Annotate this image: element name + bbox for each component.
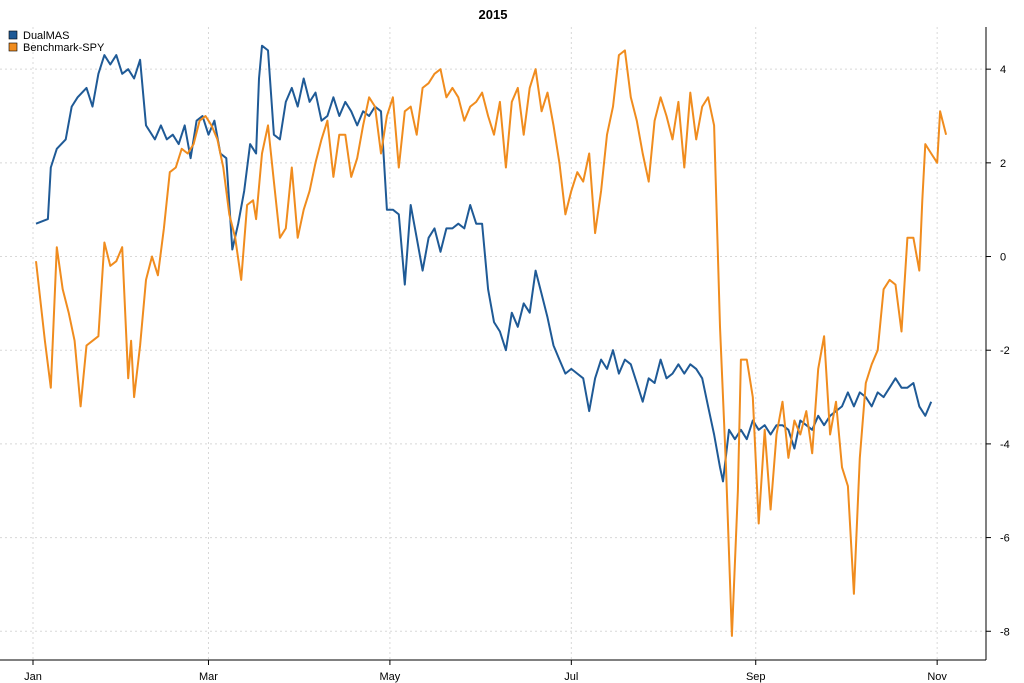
series-line-dualmas <box>35 44 933 483</box>
x-tick-label: May <box>380 671 401 683</box>
axes <box>0 27 987 661</box>
series-lines <box>35 44 948 637</box>
x-tick-label: Sep <box>746 671 766 683</box>
legend-label-benchmark-spy: Benchmark-SPY <box>23 42 105 54</box>
y-tick-label: 4 <box>1000 64 1006 76</box>
x-tick-label: Mar <box>199 671 218 683</box>
x-tick-label: Jul <box>564 671 578 683</box>
legend-label-dualmas: DualMAS <box>23 30 69 42</box>
series-line-benchmark-spy <box>35 49 948 637</box>
x-tick-label: Jan <box>24 671 42 683</box>
legend-swatch-dualmas <box>8 30 18 40</box>
gridlines <box>0 27 986 660</box>
y-tick-label: 0 <box>1000 252 1006 264</box>
chart-title: 2015 <box>479 7 508 22</box>
y-axis-ticks: 4 2 0 -2 -4 -6 -8 <box>986 64 1010 638</box>
x-axis-ticks: Jan Mar May Jul Sep Nov <box>24 660 947 683</box>
y-tick-label: -2 <box>1000 345 1010 357</box>
legend-swatch-benchmark-spy <box>8 42 18 52</box>
y-tick-label: -6 <box>1000 533 1010 545</box>
x-tick-label: Nov <box>927 671 947 683</box>
y-tick-label: -8 <box>1000 626 1010 638</box>
y-tick-label: 2 <box>1000 158 1006 170</box>
y-tick-label: -4 <box>1000 439 1010 451</box>
